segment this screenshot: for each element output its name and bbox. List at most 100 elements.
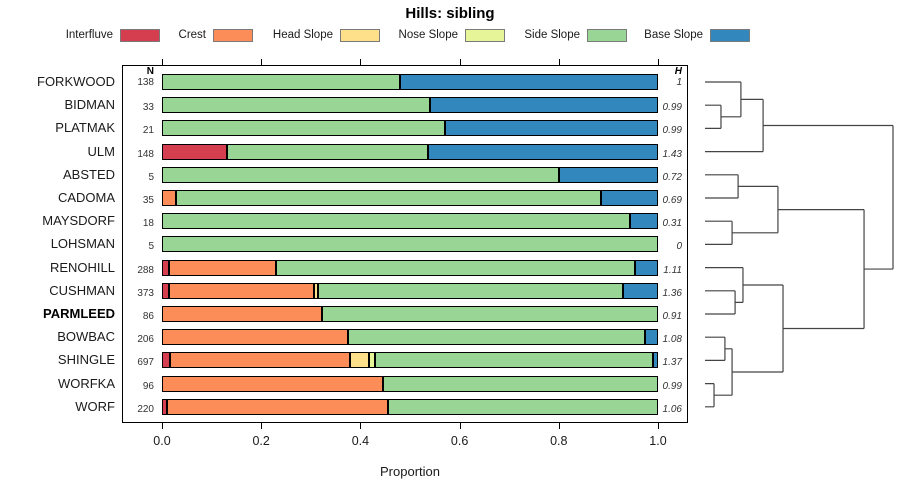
dendrogram-branches <box>705 81 894 408</box>
h-value: 0.91 <box>662 311 682 322</box>
bar-segment-side-slope <box>347 329 646 346</box>
bar-segment-side-slope <box>162 120 445 137</box>
row-label: CADOMA <box>57 190 115 205</box>
bar-segment-side-slope <box>176 190 602 206</box>
row-label: FORKWOOD <box>37 74 115 89</box>
h-value: 0 <box>676 241 682 253</box>
row-label: PARMLEED <box>43 306 115 321</box>
bar-segment-crest <box>162 306 322 322</box>
bar-segment-base-slope <box>400 74 658 90</box>
bar-segment-interfluve <box>162 282 169 299</box>
row-label: CUSHMAN <box>49 282 115 298</box>
bar-row <box>162 213 658 230</box>
bar-segment-side-slope <box>321 306 658 322</box>
h-value: 0.99 <box>662 102 682 114</box>
n-value: 138 <box>137 77 154 88</box>
n-value: 220 <box>137 403 154 415</box>
h-value: 0.99 <box>662 125 682 137</box>
row-label: ULM <box>87 143 115 159</box>
bar-segment-side-slope <box>226 143 428 160</box>
x-axis-tick-top <box>162 59 163 65</box>
h-value: 1 <box>676 77 682 88</box>
n-value: 86 <box>142 311 154 322</box>
n-value: 35 <box>142 195 154 206</box>
bar-segment-crest <box>162 329 348 346</box>
chart-title: Hills: sibling <box>405 5 495 22</box>
bar-segment-base-slope <box>601 190 658 206</box>
h-value: 1.36 <box>662 287 682 299</box>
bar-segment-crest <box>162 375 383 392</box>
x-axis-tick-label: 0.4 <box>351 434 370 448</box>
bar-row <box>162 74 658 90</box>
legend-item-side-slope: Side Slope <box>517 26 627 44</box>
bar-row <box>162 398 658 415</box>
n-value: 697 <box>137 357 154 369</box>
bar-row <box>162 259 658 276</box>
h-column-header: H <box>674 66 682 77</box>
bar-segment-side-slope <box>162 213 631 230</box>
bar-row <box>162 143 658 160</box>
h-value: 0.99 <box>662 380 682 392</box>
legend-item-label: Nose Slope <box>398 29 458 41</box>
x-axis-tick <box>261 423 263 429</box>
bar-row <box>162 190 658 206</box>
legend-item-label: Crest <box>178 29 206 41</box>
row-label: PLATMAK <box>55 120 115 136</box>
legend-item-head-slope: Head Slope <box>270 26 380 44</box>
legend-item-crest: Crest <box>143 26 253 44</box>
bar-segment-crest <box>162 190 177 206</box>
x-axis-tick-label: 0.0 <box>153 434 171 448</box>
bar-segment-side-slope <box>162 166 559 183</box>
n-value: 5 <box>148 171 154 183</box>
bar-segment-crest <box>168 259 277 276</box>
bar-segment-side-slope <box>162 97 430 114</box>
bar-row <box>162 97 658 114</box>
legend-item-label: Base Slope <box>644 29 703 41</box>
bar-segment-crest <box>166 398 389 415</box>
bar-segment-side-slope <box>388 398 658 415</box>
x-axis-tick <box>459 423 461 429</box>
h-value: 1.11 <box>663 264 682 276</box>
bar-segment-interfluve <box>162 398 167 415</box>
bar-row <box>162 166 658 183</box>
legend-item-label: Head Slope <box>272 29 333 41</box>
x-axis-tick-label: 0.2 <box>252 434 270 448</box>
bar-segment-side-slope <box>162 74 401 90</box>
bar-segment-head-slope <box>349 352 369 369</box>
x-axis-tick <box>360 423 362 429</box>
x-axis-tick-top <box>558 59 560 65</box>
bar-row <box>162 282 658 299</box>
bar-segment-base-slope <box>427 143 658 160</box>
legend-item-interfluve: Interfluve <box>50 26 160 44</box>
n-column-header: N <box>146 66 154 77</box>
x-axis-tick <box>558 423 560 429</box>
x-axis-tick-label: 1.0 <box>649 434 667 448</box>
bar-row <box>162 329 658 346</box>
n-value: 21 <box>142 125 154 137</box>
n-value: 5 <box>148 241 154 253</box>
bar-segment-side-slope <box>375 352 653 369</box>
x-axis-tick-top <box>360 59 362 65</box>
bar-segment-interfluve <box>162 352 170 369</box>
legend-item-label: Interfluve <box>65 29 113 41</box>
n-value: 206 <box>137 334 154 346</box>
x-axis-tick-label: 0.6 <box>450 434 469 448</box>
n-value: 373 <box>137 287 154 299</box>
n-value: 18 <box>142 218 154 230</box>
n-value: 148 <box>137 148 154 160</box>
bar-segment-base-slope <box>645 329 658 346</box>
legend-swatch <box>465 28 505 42</box>
h-value: 0.69 <box>662 195 682 206</box>
bar-segment-base-slope <box>622 282 658 299</box>
x-axis-tick-top <box>261 59 263 65</box>
legend-swatch <box>340 28 380 42</box>
row-label: SHINGLE <box>57 352 115 368</box>
x-axis-tick-label: 0.8 <box>550 434 568 448</box>
legend-swatch <box>120 28 160 42</box>
row-label: MAYSDORF <box>42 213 115 229</box>
row-label: BOWBAC <box>57 329 115 345</box>
h-value: 1.43 <box>662 148 682 160</box>
bar-segment-side-slope <box>317 282 623 299</box>
legend-item-base-slope: Base Slope <box>640 26 750 44</box>
